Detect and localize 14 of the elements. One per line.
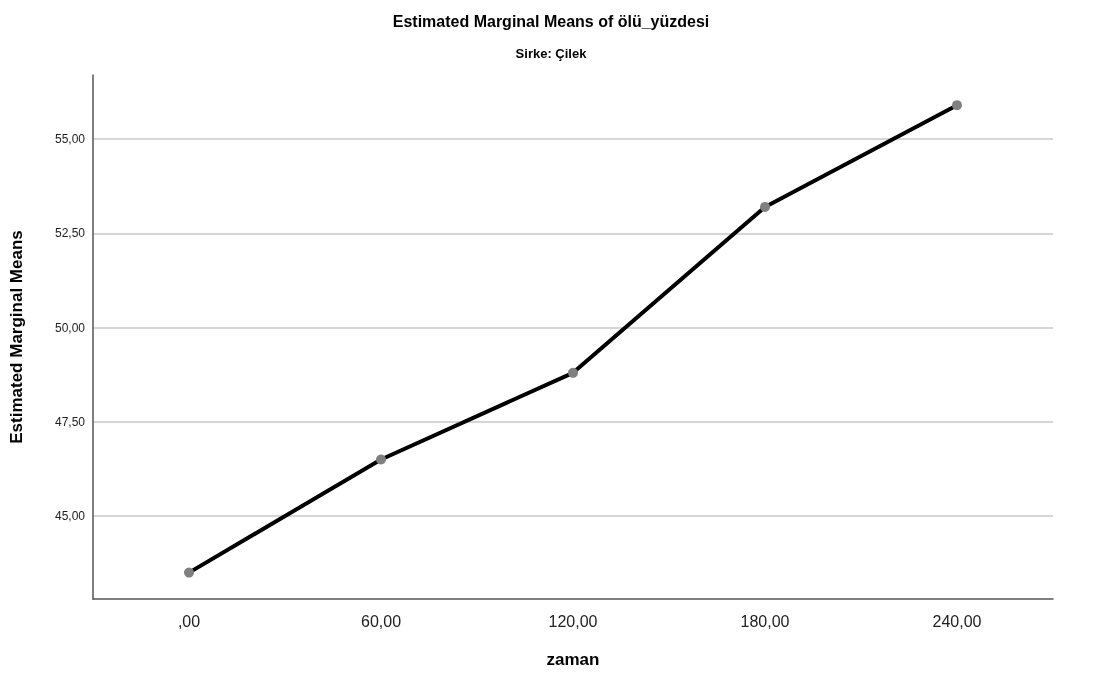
y-axis-title: Estimated Marginal Means bbox=[7, 230, 26, 444]
x-axis-title: zaman bbox=[546, 650, 600, 669]
x-tick-label: 180,00 bbox=[740, 612, 790, 630]
x-tick-label: 240,00 bbox=[932, 612, 982, 630]
y-tick-label: 55,00 bbox=[54, 132, 86, 147]
chart-title: Estimated Marginal Means of ölü_yüzdesi bbox=[392, 12, 710, 30]
chart-subtitle: Sirke: Çilek bbox=[515, 46, 588, 61]
x-tick-label: 120,00 bbox=[548, 612, 598, 630]
x-tick-label: ,00 bbox=[177, 612, 201, 630]
y-tick-label: 52,50 bbox=[54, 226, 86, 241]
x-tick-label: 60,00 bbox=[360, 612, 402, 630]
y-tick-label: 45,00 bbox=[54, 509, 86, 524]
y-tick-label: 47,50 bbox=[54, 414, 86, 429]
y-tick-label: 50,00 bbox=[54, 320, 86, 335]
